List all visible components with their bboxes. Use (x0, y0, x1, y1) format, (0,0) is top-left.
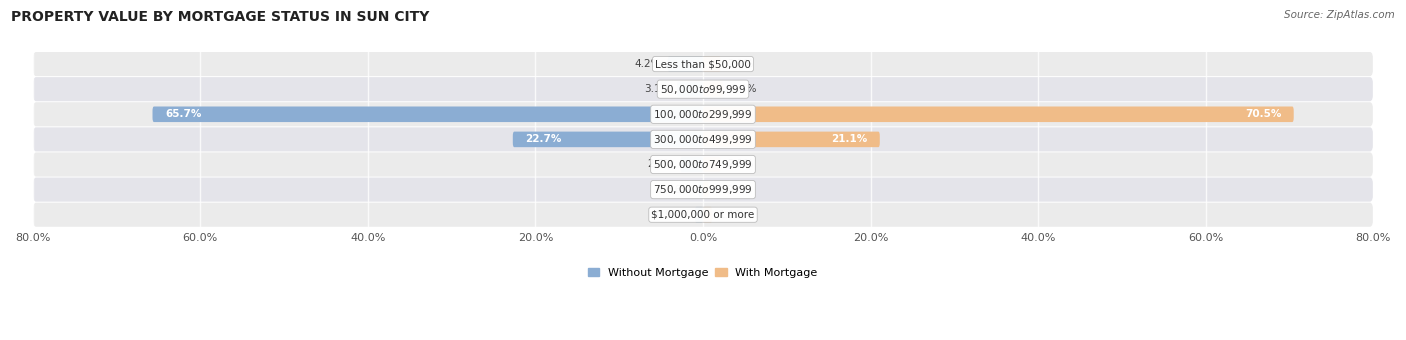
Text: 0.56%: 0.56% (658, 185, 692, 194)
Text: 0.96%: 0.96% (655, 210, 689, 220)
Text: $1,000,000 or more: $1,000,000 or more (651, 210, 755, 220)
Text: 3.1%: 3.1% (644, 84, 671, 94)
Text: 2.1%: 2.1% (727, 59, 754, 69)
FancyBboxPatch shape (513, 132, 703, 147)
Text: $100,000 to $299,999: $100,000 to $299,999 (654, 108, 752, 121)
Text: $50,000 to $99,999: $50,000 to $99,999 (659, 83, 747, 96)
FancyBboxPatch shape (699, 182, 703, 198)
FancyBboxPatch shape (32, 177, 1374, 202)
Text: $300,000 to $499,999: $300,000 to $499,999 (654, 133, 752, 146)
Text: $500,000 to $749,999: $500,000 to $749,999 (654, 158, 752, 171)
FancyBboxPatch shape (32, 102, 1374, 126)
Text: 2.1%: 2.1% (727, 159, 754, 170)
FancyBboxPatch shape (703, 56, 721, 72)
FancyBboxPatch shape (703, 132, 880, 147)
FancyBboxPatch shape (32, 128, 1374, 151)
FancyBboxPatch shape (32, 52, 1374, 76)
FancyBboxPatch shape (703, 207, 713, 222)
FancyBboxPatch shape (32, 203, 1374, 227)
FancyBboxPatch shape (668, 56, 703, 72)
Text: Less than $50,000: Less than $50,000 (655, 59, 751, 69)
Text: 21.1%: 21.1% (831, 134, 868, 144)
Text: 70.5%: 70.5% (1244, 109, 1281, 119)
FancyBboxPatch shape (703, 182, 709, 198)
Text: PROPERTY VALUE BY MORTGAGE STATUS IN SUN CITY: PROPERTY VALUE BY MORTGAGE STATUS IN SUN… (11, 10, 430, 24)
FancyBboxPatch shape (32, 152, 1374, 176)
Text: 2.7%: 2.7% (647, 159, 673, 170)
Text: 4.2%: 4.2% (634, 59, 661, 69)
Text: 0.68%: 0.68% (716, 185, 748, 194)
FancyBboxPatch shape (681, 157, 703, 172)
FancyBboxPatch shape (703, 106, 1294, 122)
Legend: Without Mortgage, With Mortgage: Without Mortgage, With Mortgage (583, 263, 823, 282)
Text: $750,000 to $999,999: $750,000 to $999,999 (654, 183, 752, 196)
FancyBboxPatch shape (152, 106, 703, 122)
FancyBboxPatch shape (703, 81, 723, 97)
Text: Source: ZipAtlas.com: Source: ZipAtlas.com (1284, 10, 1395, 20)
Text: 22.7%: 22.7% (526, 134, 562, 144)
Text: 2.4%: 2.4% (730, 84, 756, 94)
FancyBboxPatch shape (32, 77, 1374, 101)
FancyBboxPatch shape (703, 157, 721, 172)
FancyBboxPatch shape (678, 81, 703, 97)
FancyBboxPatch shape (695, 207, 703, 222)
Text: 1.1%: 1.1% (718, 210, 745, 220)
Text: 65.7%: 65.7% (165, 109, 201, 119)
